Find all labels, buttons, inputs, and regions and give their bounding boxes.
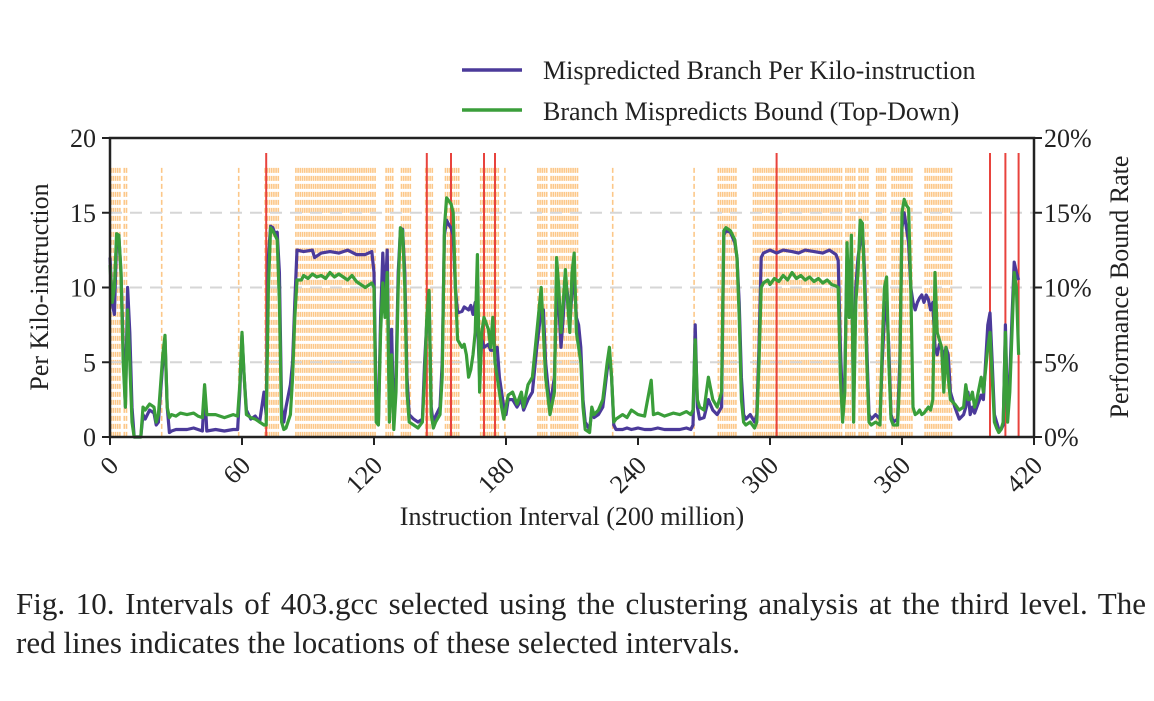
legend-label-series1: Mispredicted Branch Per Kilo-instruction bbox=[543, 56, 976, 85]
y2-tick-label: 5% bbox=[1044, 348, 1079, 377]
x-tick-label: 60 bbox=[217, 451, 256, 490]
y-tick-label: 10 bbox=[70, 274, 96, 303]
y-tick-label: 15 bbox=[70, 199, 96, 228]
y2-tick-label: 15% bbox=[1044, 199, 1092, 228]
y-tick-label: 0 bbox=[83, 423, 96, 452]
y2-tick-label: 0% bbox=[1044, 423, 1079, 452]
figure: 0 5 10 15 20 0% 5% 10% 15% 20% 0 60 120 180 240 300 360 4… bbox=[25, 56, 1134, 531]
y2-axis-label: Performance Bound Rate bbox=[1105, 156, 1134, 419]
series-line-2 bbox=[108, 196, 1021, 439]
x-tick-label: 420 bbox=[1000, 451, 1048, 499]
y-tick-label: 5 bbox=[83, 348, 96, 377]
y2-tick-label: 20% bbox=[1044, 124, 1092, 153]
y-axis-label: Per Kilo-instruction bbox=[25, 183, 54, 390]
x-tick-label: 120 bbox=[340, 451, 388, 499]
y2-tick-label: 10% bbox=[1044, 274, 1092, 303]
x-tick-label: 180 bbox=[472, 451, 520, 499]
x-axis-label: Instruction Interval (200 million) bbox=[400, 502, 744, 531]
x-tick-label: 360 bbox=[868, 451, 916, 499]
x-tick-label: 0 bbox=[95, 451, 125, 481]
legend: Mispredicted Branch Per Kilo-instruction… bbox=[462, 56, 976, 126]
selected-interval-lines bbox=[265, 152, 1020, 437]
x-tick-label: 300 bbox=[736, 451, 784, 499]
series-lines bbox=[108, 196, 1021, 439]
x-tick-label: 240 bbox=[604, 451, 652, 499]
figure-caption: Fig. 10. Intervals of 403.gcc selected u… bbox=[16, 586, 1146, 660]
y-tick-label: 20 bbox=[70, 124, 96, 153]
legend-label-series2: Branch Mispredicts Bound (Top-Down) bbox=[543, 97, 959, 126]
